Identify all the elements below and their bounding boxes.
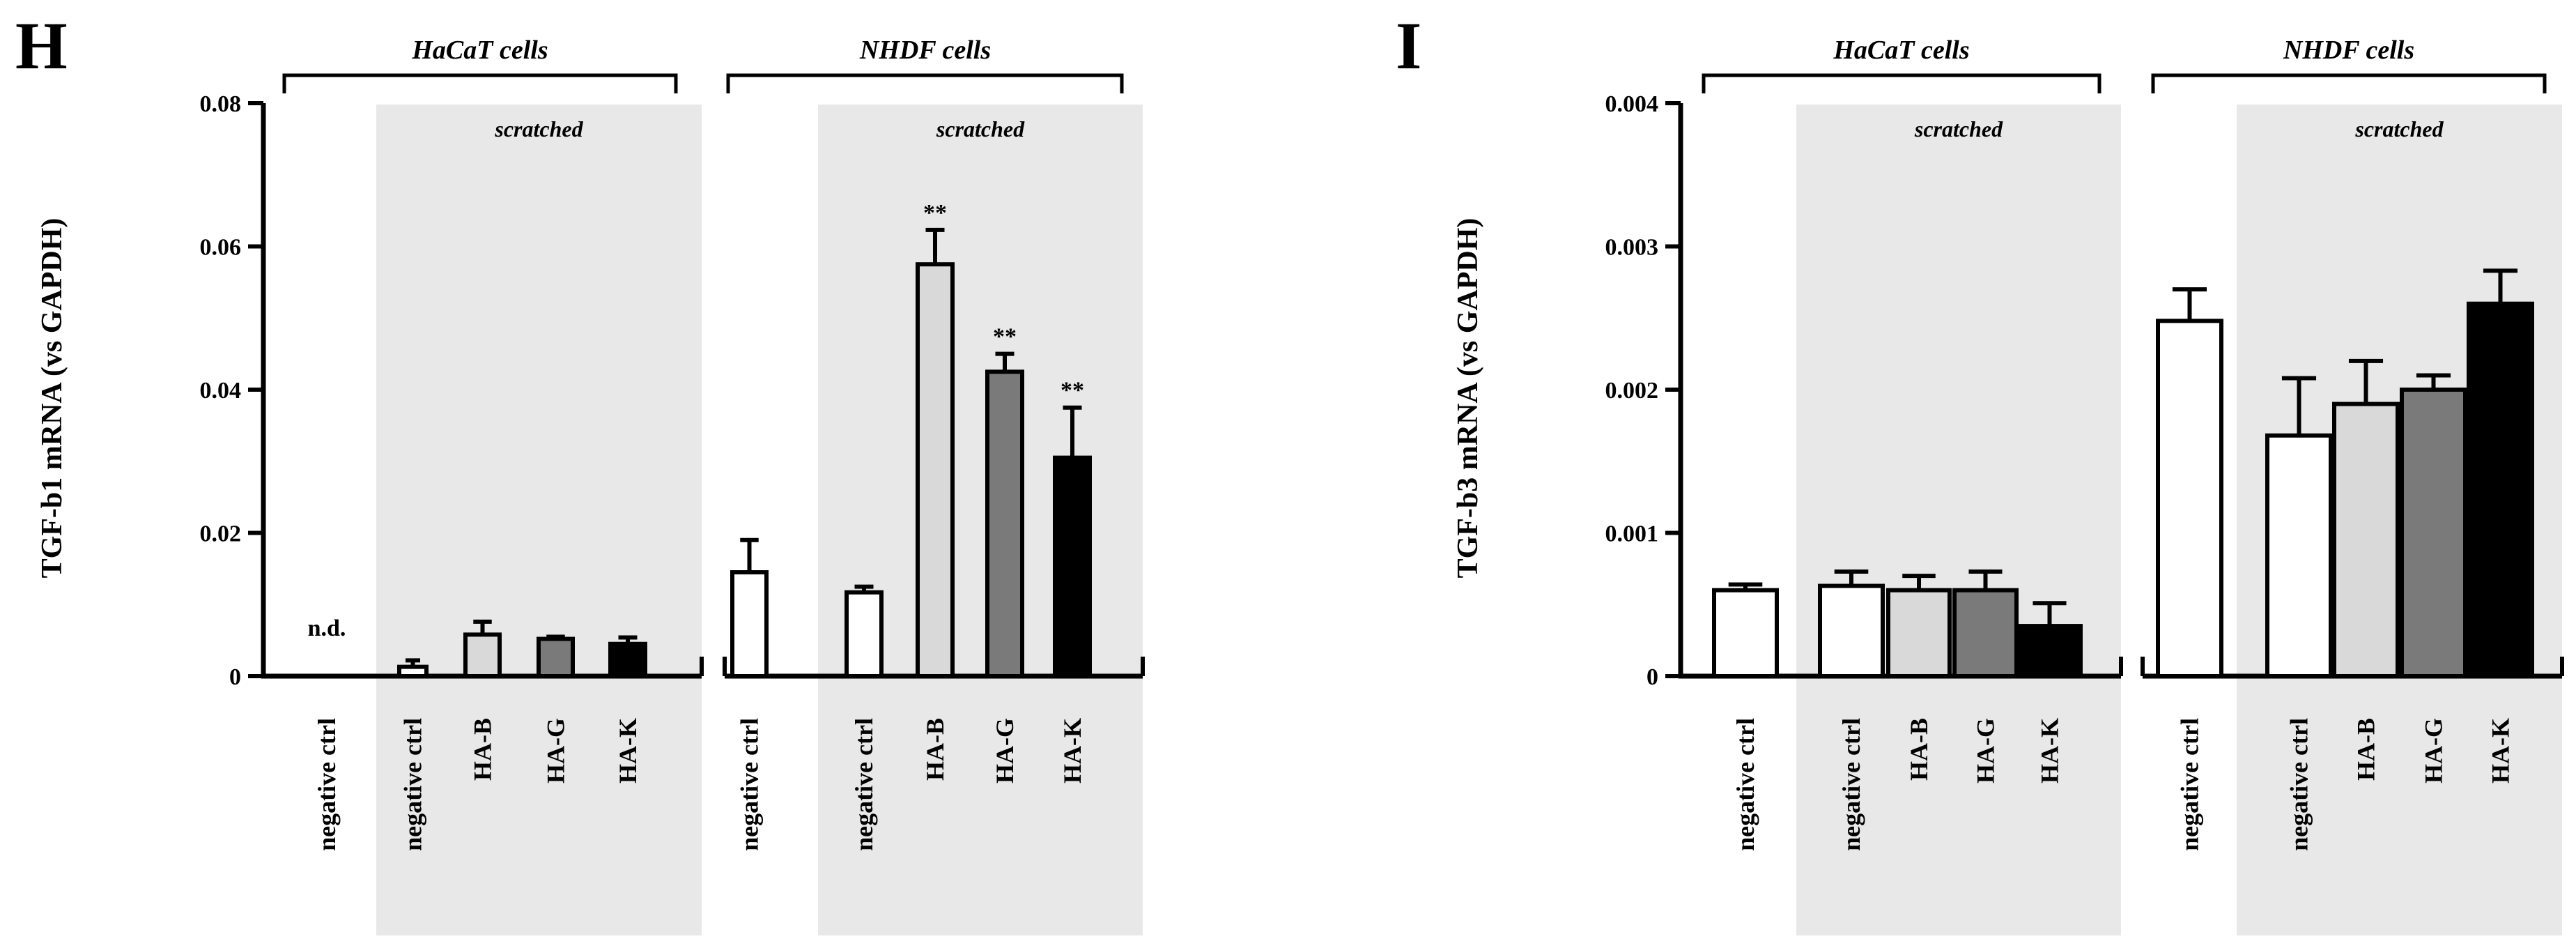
y-tick-label: 0.08: [200, 91, 242, 117]
category-label: HA-K: [2487, 718, 2515, 783]
category-label: HA-B: [2352, 718, 2380, 781]
group-label: NHDF cells: [2283, 36, 2414, 65]
category-label: HA-K: [2036, 718, 2064, 783]
category-label: negative ctrl: [1732, 718, 1759, 851]
category-label: HA-K: [1058, 718, 1086, 783]
bar: [2332, 402, 2400, 678]
y-tick-label: 0.06: [200, 235, 242, 261]
scratched-label: scratched: [494, 116, 583, 142]
bar: [1053, 455, 1092, 678]
bar: [730, 570, 769, 679]
y-tick-label: 0.003: [1605, 235, 1659, 261]
category-label: negative ctrl: [399, 718, 427, 851]
category-label: negative ctrl: [736, 718, 764, 851]
bar: [2156, 319, 2223, 678]
y-tick-label: 0.004: [1605, 91, 1659, 117]
bar: [985, 369, 1024, 678]
group-bracket: [282, 73, 678, 93]
category-label: negative ctrl: [2285, 718, 2313, 851]
category-label: HA-G: [542, 718, 570, 783]
category-label: HA-B: [921, 718, 949, 781]
scratched-region: [1796, 105, 2121, 935]
bar: [1712, 588, 1779, 679]
bar: [1952, 588, 2019, 679]
bar: [916, 262, 955, 678]
group-label: HaCaT cells: [411, 36, 548, 65]
bar: [2265, 433, 2333, 678]
panel-h: scratched scratched HaCaT cells NHDF cells H…: [15, 8, 1145, 935]
significance-label: **: [1061, 378, 1084, 404]
category-label: negative ctrl: [313, 718, 341, 851]
bar: [1818, 583, 1885, 678]
scratched-label: scratched: [1914, 116, 2003, 142]
panel-label: I: [1396, 8, 1421, 83]
y-tick-label: 0: [1646, 664, 1658, 690]
significance-label: **: [993, 324, 1017, 350]
bar: [537, 636, 575, 679]
scratched-label: scratched: [936, 116, 1025, 142]
bar: [608, 641, 647, 679]
group-bracket: [726, 73, 1124, 93]
bar: [2016, 624, 2083, 679]
panel-i: scratched scratched HaCaT cells NHDF cells I…: [1396, 8, 2564, 935]
category-label: HA-G: [991, 718, 1019, 783]
bar: [397, 664, 429, 679]
significance-label: **: [923, 200, 947, 226]
category-label: HA-G: [1972, 718, 2000, 783]
not-detected-label: n.d.: [308, 616, 346, 641]
y-tick-label: 0.002: [1605, 378, 1659, 404]
bar: [463, 632, 502, 679]
y-tick-label: 0: [229, 664, 241, 690]
category-label: HA-G: [2420, 718, 2448, 783]
group-bracket: [2151, 73, 2547, 93]
category-label: negative ctrl: [2176, 718, 2204, 851]
category-label: HA-K: [614, 718, 642, 783]
bar: [2400, 388, 2467, 678]
y-tick-label: 0.001: [1605, 521, 1659, 547]
y-tick-label: 0.02: [200, 521, 242, 547]
bar: [1886, 588, 1952, 679]
bar: [2467, 301, 2534, 678]
group-bracket: [1702, 73, 2101, 93]
category-label: HA-B: [1905, 718, 1933, 781]
bar: [844, 590, 884, 678]
y-axis-label: TGF-b3 mRNA (vs GAPDH): [1452, 218, 1484, 579]
y-axis-label: TGF-b1 mRNA (vs GAPDH): [36, 218, 68, 579]
scratched-region: [376, 105, 702, 935]
category-label: negative ctrl: [850, 718, 878, 851]
category-label: negative ctrl: [1837, 718, 1865, 851]
group-label: HaCaT cells: [1833, 36, 1969, 65]
group-label: NHDF cells: [859, 36, 991, 65]
scratched-label: scratched: [2354, 116, 2444, 142]
category-label: HA-B: [469, 718, 497, 781]
y-tick-label: 0.04: [200, 378, 242, 404]
panel-label: H: [15, 8, 68, 83]
